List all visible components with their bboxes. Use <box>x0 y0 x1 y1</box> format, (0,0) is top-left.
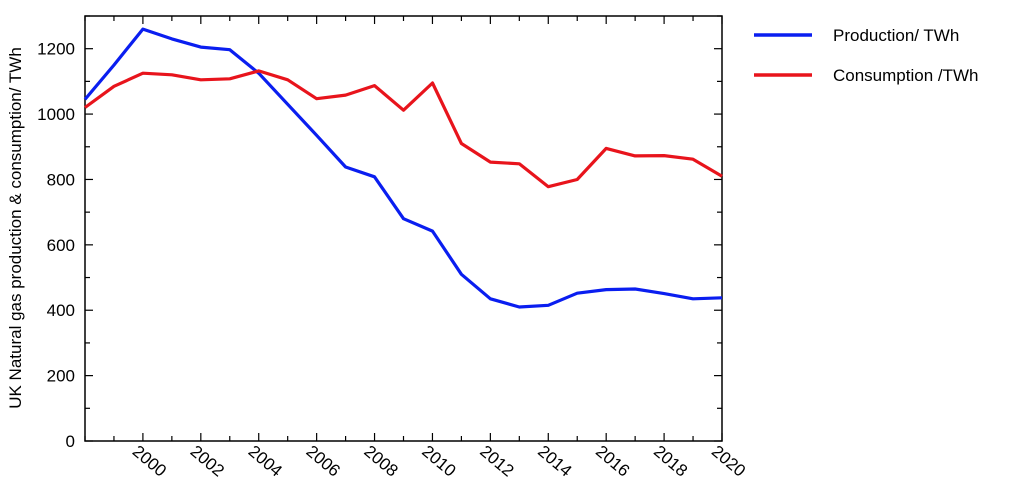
y-tick-label: 1200 <box>37 40 75 59</box>
plot-frame <box>84 15 723 442</box>
series-line-consumption <box>84 69 723 189</box>
x-tick-label: 2014 <box>534 442 575 481</box>
y-axis-label: UK Natural gas production & consumption/… <box>6 47 25 409</box>
y-tick-labels: 0 200 400 600 800 1000 1200 <box>37 40 75 451</box>
x-tick-label: 2004 <box>245 442 286 481</box>
y-tick-label: 600 <box>47 236 75 255</box>
series-lines <box>83 27 723 309</box>
legend: Production/ TWh Consumption /TWh <box>754 26 979 85</box>
axes <box>84 15 723 442</box>
x-tick-label: 2008 <box>360 442 401 481</box>
y-tick-label: 1000 <box>37 105 75 124</box>
y-tick-label: 0 <box>66 432 75 451</box>
y-tick-label: 200 <box>47 367 75 386</box>
x-tick-label: 2018 <box>650 442 691 481</box>
x-tick-label: 2006 <box>303 442 344 481</box>
x-tick-label: 2010 <box>418 442 459 481</box>
x-tick-label: 2012 <box>476 442 517 481</box>
y-tick-label: 400 <box>47 301 75 320</box>
series-line-production <box>83 27 723 309</box>
legend-label: Consumption /TWh <box>833 66 979 85</box>
x-tick-labels: 2000 2002 2004 2006 2008 2010 2012 2014 2016 2018… <box>129 442 749 481</box>
x-tick-label: 2000 <box>129 442 170 481</box>
y-tick-label: 800 <box>47 170 75 189</box>
x-tick-label: 2020 <box>708 442 749 481</box>
x-tick-label: 2016 <box>592 442 633 481</box>
legend-label: Production/ TWh <box>833 26 959 45</box>
x-tick-label: 2002 <box>187 442 228 481</box>
